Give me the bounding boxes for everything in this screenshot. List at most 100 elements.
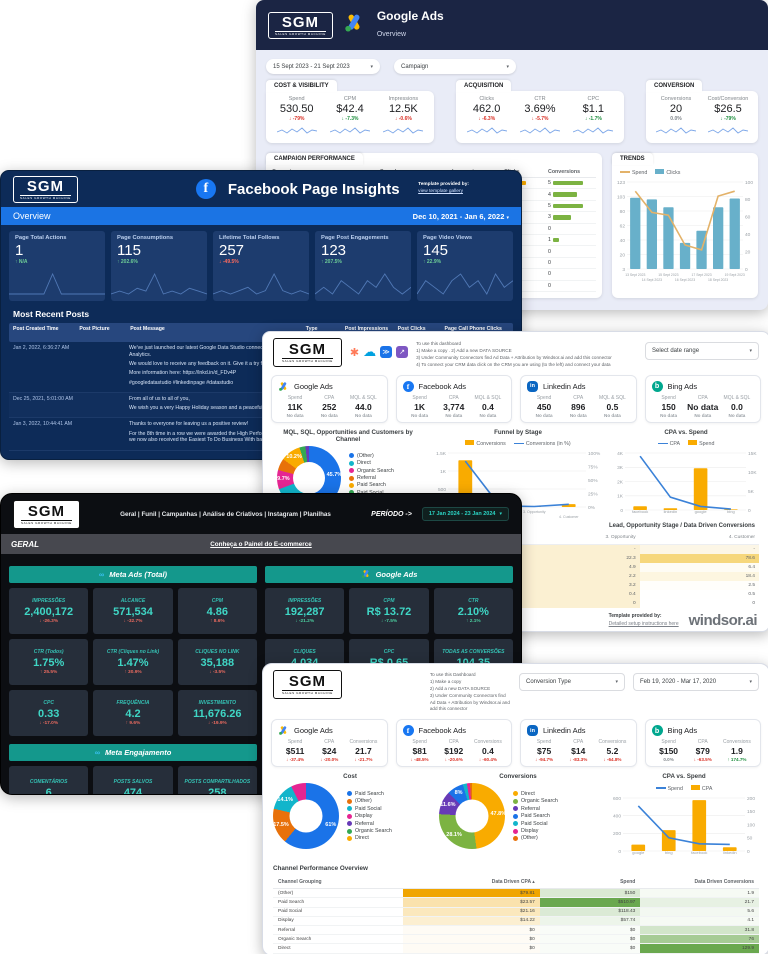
channel-metric: CPA $192 ↓ -20.6% (437, 739, 471, 762)
table-row[interactable]: Referral $0 $0 31.8 (273, 926, 760, 936)
metric-label: Spend (536, 739, 552, 746)
brand-text: SGM (281, 13, 319, 31)
metric-label: CPC (43, 700, 54, 706)
metric-value: 450 (536, 401, 552, 412)
table-row[interactable]: Paid Search $23.57 $510.97 21.7 (273, 898, 760, 908)
date-range-select[interactable]: Select date range ▾ (645, 342, 759, 360)
campaign-filter[interactable]: Campaign ▾ (394, 59, 516, 74)
group-label: COST & VISIBILITY (266, 80, 337, 92)
metric-label: IMPRESSÕES (288, 598, 322, 604)
template-gallery-link[interactable]: view template gallery (418, 189, 463, 194)
channel-metric: CPA $24 ↓ -20.0% (312, 739, 346, 762)
metric-label: Spend (412, 739, 427, 746)
section-label: GERAL (11, 539, 39, 549)
metric-label: Conversions (349, 739, 378, 746)
metric-value: 0.4 (482, 746, 494, 757)
table-row[interactable]: Display $14.22 $57.74 4.1 (273, 916, 760, 927)
metric-card: CPC 0.33 ↓ -17.0% (9, 690, 89, 736)
pipedrive-icon[interactable]: ≫ (380, 346, 393, 358)
table-row[interactable]: Organic Search $0 $0 76 (273, 935, 760, 945)
kpi-delta: ↑ 202.6% (117, 259, 138, 265)
svg-text:18 Sept 2023: 18 Sept 2023 (708, 278, 728, 282)
channel-card: b Bing Ads Spend 150 No data CPA No data … (644, 374, 761, 423)
channel-metric: Spend 150 No data (652, 395, 686, 418)
group-label: CONVERSION (646, 80, 703, 92)
svg-text:2K: 2K (617, 480, 624, 486)
metric-value: 21.7 (355, 746, 372, 757)
metric-label: Spend (287, 394, 303, 401)
google-ads-icon (343, 12, 365, 39)
ecommerce-panel-link[interactable]: Conheça o Painel do E-commerce (210, 540, 312, 548)
metric-label: CPA (697, 739, 708, 746)
svg-text:linkedin: linkedin (664, 509, 678, 514)
date-range-filter[interactable]: 17 Jan 2024 - 23 Jan 2024 ▾ (421, 507, 509, 521)
google-ads-header: Google Ads (265, 566, 513, 583)
section-label: Overview (13, 211, 51, 221)
svg-text:1K: 1K (617, 494, 624, 500)
date-range-filter[interactable]: 15 Sept 2023 - 21 Sept 2023 ▾ (266, 59, 380, 74)
brand-text: SGM (288, 341, 326, 358)
metric-card: IMPRESSÕES 192,287 ↓ -21.2% (265, 588, 345, 634)
metric-delta: ↓ -63.5% (693, 757, 712, 763)
date-range-select[interactable]: Feb 19, 2020 - Mar 17, 2020 ▾ (633, 673, 759, 691)
metric-delta: ↓ -64.8% (603, 757, 622, 763)
salesforce-icon[interactable]: ☁ (363, 344, 377, 359)
trends-card: TRENDS Spend Clicks 123 103 80 62 40 20 3 100 80 6… (612, 153, 758, 298)
metric-card: CTR (Cliques no Link) 1.47% ↑ 30.9% (93, 639, 173, 685)
metric-value: 20 (669, 103, 683, 115)
sparkline (707, 127, 749, 134)
setup-instructions-link[interactable]: Detailed setup instructions here (608, 620, 679, 627)
metric-label: CTR (468, 598, 479, 604)
post-row[interactable]: Jan 3, 2022, 10:44:41 AM Thanks to every… (9, 418, 513, 451)
svg-text:facebook: facebook (691, 850, 707, 855)
metric-value: 3.69% (524, 103, 556, 115)
header: SGM SALES GROWTH MACHINE ✱ ☁ ≫ ↗ To use … (263, 332, 768, 369)
metric-value: 2,400,172 (24, 606, 74, 618)
channel-metric: Conversions 1.9 ↑ 174.7% (720, 739, 754, 762)
metric-sub: No data (286, 412, 304, 418)
post-row[interactable]: Jan 2, 2022, 6:36:27 AM We've just launc… (9, 342, 513, 393)
metric-delta: 0.0% (670, 116, 682, 122)
svg-text:50%: 50% (588, 478, 598, 484)
brand-subtext: SALES GROWTH MACHINE (20, 194, 71, 200)
channel-metric: Spend 1K No data (403, 395, 437, 418)
metric-value: 1K (414, 401, 426, 412)
hubspot-icon[interactable]: ✱ (349, 346, 360, 359)
meta-engagement-header: ∞ Meta Engajamento (9, 744, 257, 761)
section-bar: GERAL Conheça o Painel do E-commerce (1, 534, 521, 554)
metric-label: CPA (573, 739, 584, 746)
metric-delta: ↓ -60.4% (478, 757, 497, 763)
table-row[interactable]: Paid Social $21.16 $118.43 5.6 (273, 907, 760, 917)
crm-app-icon[interactable]: ↗ (396, 346, 409, 358)
svg-text:14 Sept 2023: 14 Sept 2023 (642, 278, 662, 282)
metric-value: 12.5K (388, 103, 418, 115)
svg-text:20: 20 (620, 252, 626, 258)
metric-card: FREQUÊNCIA 4.2 ↑ 9.6% (93, 690, 173, 736)
metric-value: $14 (571, 746, 586, 757)
kpi-delta: ↑ 207.5% (321, 259, 342, 265)
kpi-delta: ↑ N/A (15, 259, 28, 265)
svg-text:25%: 25% (588, 492, 598, 498)
table-row[interactable]: Direct $0 $0 129.9 (273, 944, 760, 954)
conversions-donut-legend: Direct Organic Search Referral Paid Search P… (513, 789, 558, 843)
metric-value: 571,534 (113, 606, 153, 618)
page-subtitle: Overview (376, 31, 407, 38)
table-row[interactable]: (Other) $79.81 $150 1.9 (273, 889, 760, 899)
nav-menu[interactable]: Geral | Funil | Campanhas | Análise de C… (120, 510, 331, 518)
conversion-type-select[interactable]: Conversion Type ▾ (519, 673, 625, 691)
metric-label: MQL & SQL (350, 394, 377, 401)
metric-sub: No data (535, 412, 553, 418)
metric-label: Spend (661, 739, 676, 746)
metric-label: TODAS AS CONVERSÕES (442, 649, 505, 655)
metric-label: ALCANCE (120, 598, 146, 604)
svg-text:16 Sept 2023: 16 Sept 2023 (675, 278, 695, 282)
metric-label: CPA (324, 739, 335, 746)
chevron-down-icon: ▾ (506, 214, 509, 221)
channel-metric: CPA 3,774 No data (437, 395, 471, 418)
sparkline (315, 273, 411, 295)
metric-label: IMPRESSÕES (32, 598, 66, 604)
donut-legend: (Other) Direct Organic Search Referral Paid … (349, 451, 394, 505)
post-message: Thanks to everyone for leaving us a posi… (129, 421, 299, 444)
date-range-filter[interactable]: Dec 10, 2021 - Jan 6, 2022 ▾ (412, 211, 509, 221)
svg-text:40: 40 (745, 232, 751, 238)
